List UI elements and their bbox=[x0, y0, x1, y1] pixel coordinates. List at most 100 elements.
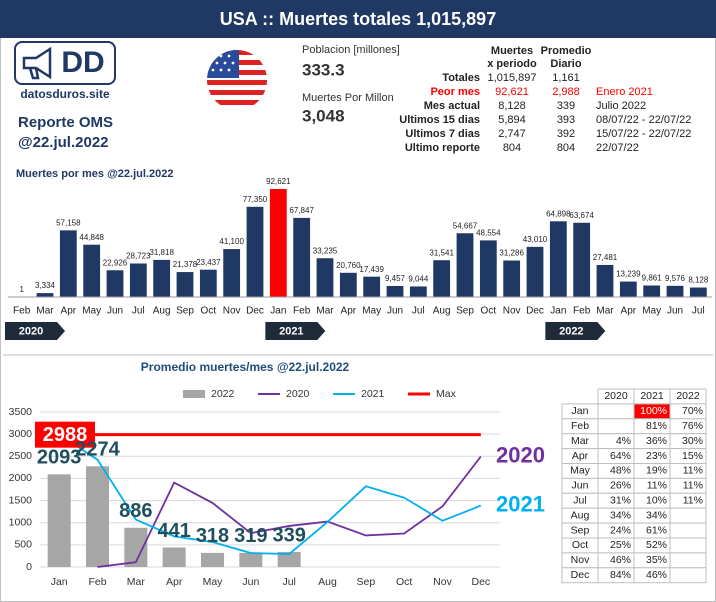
table-row-label: Oct bbox=[572, 539, 588, 551]
value-label: 3,334 bbox=[35, 281, 56, 290]
y-tick-label: 2000 bbox=[9, 472, 33, 484]
value-label: 9,861 bbox=[642, 274, 663, 283]
bar bbox=[47, 474, 71, 567]
x-tick-label: Jun bbox=[107, 306, 123, 317]
data-label: 339 bbox=[272, 524, 305, 546]
value-label: 31,818 bbox=[149, 248, 174, 257]
x-tick-label: Oct bbox=[481, 306, 497, 317]
stats-header: x periodo bbox=[487, 58, 537, 70]
value-label: 9,457 bbox=[385, 274, 406, 283]
stats-value: 1,161 bbox=[552, 72, 580, 84]
data-label: 441 bbox=[157, 520, 190, 542]
table-value: 35% bbox=[646, 554, 667, 566]
stats-value: Julio 2022 bbox=[596, 100, 646, 112]
year-box bbox=[265, 322, 326, 340]
table-row-label: Mar bbox=[571, 435, 590, 447]
x-tick-label: Aug bbox=[433, 306, 451, 317]
value-label: 8,128 bbox=[688, 276, 709, 285]
x-tick-label: Oct bbox=[201, 306, 217, 317]
table-header: 2022 bbox=[676, 390, 700, 402]
logo-text: DD bbox=[61, 46, 104, 79]
table-cell bbox=[597, 403, 635, 420]
population: 333.3 bbox=[302, 60, 345, 79]
stats-header: Diario bbox=[550, 58, 581, 70]
table-row-label: May bbox=[570, 465, 591, 477]
bar bbox=[456, 233, 474, 297]
bar bbox=[269, 189, 287, 297]
y-tick-label: 1500 bbox=[9, 494, 33, 506]
table-header: 2020 bbox=[604, 390, 628, 402]
reference-label: 2988 bbox=[43, 424, 88, 446]
series-end-label: 2021 bbox=[496, 491, 545, 516]
bar bbox=[176, 272, 194, 297]
bar bbox=[666, 285, 684, 297]
stats-value: 92,621 bbox=[495, 86, 529, 98]
stats-value: 393 bbox=[557, 114, 575, 126]
chart-title: Muertes por mes @22.jul.2022 bbox=[16, 168, 173, 180]
table-value: 11% bbox=[647, 480, 667, 492]
table-value: 19% bbox=[646, 465, 667, 477]
table-value: 4% bbox=[616, 435, 631, 447]
legend-label: 2021 bbox=[361, 388, 385, 400]
bar bbox=[316, 258, 334, 297]
table-row-label: Apr bbox=[572, 450, 589, 462]
x-tick-label: Jun bbox=[387, 306, 403, 317]
value-label: 48,554 bbox=[476, 228, 501, 237]
x-tick-label: Dec bbox=[526, 306, 544, 317]
value-label: 57,158 bbox=[56, 218, 81, 227]
report: Reporte OMS bbox=[18, 114, 113, 131]
line bbox=[58, 433, 482, 555]
table-value: 64% bbox=[610, 450, 631, 462]
table-value: 81% bbox=[646, 420, 667, 432]
table-value: 24% bbox=[610, 524, 631, 536]
bar bbox=[596, 264, 614, 297]
x-tick-label: Jul bbox=[692, 306, 705, 317]
table-value: 11% bbox=[683, 465, 703, 477]
value-label: 20,760 bbox=[336, 261, 361, 270]
site: datosduros.site bbox=[20, 87, 110, 101]
value-label: 21,378 bbox=[173, 260, 198, 269]
legend-label: 2020 bbox=[286, 388, 310, 400]
table-cell bbox=[669, 522, 707, 539]
bar bbox=[239, 552, 263, 567]
legend-label: Max bbox=[436, 388, 457, 400]
population-label: Poblacion [millones] bbox=[302, 44, 400, 56]
x-tick-label: Sep bbox=[356, 576, 375, 588]
y-tick-label: 0 bbox=[26, 561, 32, 573]
value-label: 33,235 bbox=[313, 246, 338, 255]
table-row-label: Jul bbox=[573, 495, 586, 507]
x-tick-label: Jun bbox=[667, 306, 683, 317]
bar bbox=[549, 221, 567, 297]
data-label: 319 bbox=[234, 525, 267, 547]
stats-value: 804 bbox=[557, 142, 575, 154]
bar bbox=[223, 249, 241, 297]
table-cell bbox=[669, 567, 707, 584]
table-value: 10% bbox=[646, 495, 667, 507]
table-value: 46% bbox=[610, 554, 631, 566]
table-cell bbox=[669, 537, 707, 554]
x-tick-label: Jun bbox=[242, 576, 259, 588]
series-end-label: 2020 bbox=[496, 442, 545, 467]
bar bbox=[36, 293, 54, 297]
header-bar bbox=[0, 0, 716, 38]
stats-label: Peor mes bbox=[430, 86, 480, 98]
stats-label: Ultimos 7 dias bbox=[405, 128, 480, 140]
table-value: 30% bbox=[682, 435, 703, 447]
stats-value: 804 bbox=[503, 142, 521, 154]
x-tick-label: Feb bbox=[573, 306, 591, 317]
value-label: 44,848 bbox=[79, 233, 104, 242]
x-tick-label: Aug bbox=[153, 306, 171, 317]
bar bbox=[129, 263, 147, 297]
data-label: 886 bbox=[119, 500, 152, 522]
bar bbox=[86, 466, 109, 567]
table-value: 34% bbox=[610, 509, 631, 521]
x-tick-label: Sep bbox=[176, 306, 194, 317]
y-tick-label: 2500 bbox=[9, 450, 33, 462]
y-tick-label: 500 bbox=[14, 539, 32, 551]
table-header: 2021 bbox=[640, 390, 664, 402]
x-tick-label: Nov bbox=[433, 576, 452, 588]
table-row-label: Dec bbox=[571, 569, 590, 581]
x-tick-label: Apr bbox=[341, 306, 357, 317]
table-row-label: Feb bbox=[571, 420, 589, 432]
table-row-label: Nov bbox=[571, 554, 590, 566]
